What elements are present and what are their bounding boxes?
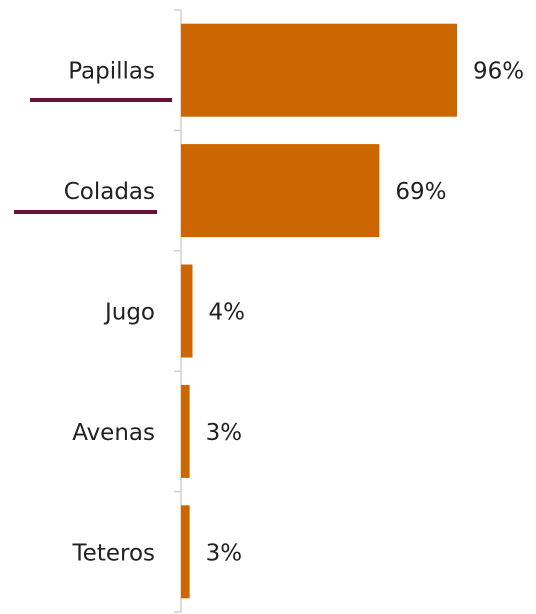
- value-label: 3%: [206, 420, 243, 446]
- category-label: Avenas: [72, 420, 155, 446]
- value-label: 69%: [395, 179, 446, 205]
- bar: [181, 505, 190, 599]
- value-label: 3%: [206, 540, 243, 566]
- category-label: Coladas: [64, 179, 155, 205]
- category-label: Papillas: [68, 59, 155, 85]
- bar: [181, 384, 190, 478]
- bar: [181, 264, 193, 358]
- category-label: Jugo: [103, 300, 155, 326]
- value-label: 96%: [473, 59, 524, 85]
- value-label: 4%: [209, 300, 246, 326]
- bar: [181, 144, 380, 238]
- bar: [181, 23, 457, 117]
- category-label: Teteros: [72, 540, 155, 566]
